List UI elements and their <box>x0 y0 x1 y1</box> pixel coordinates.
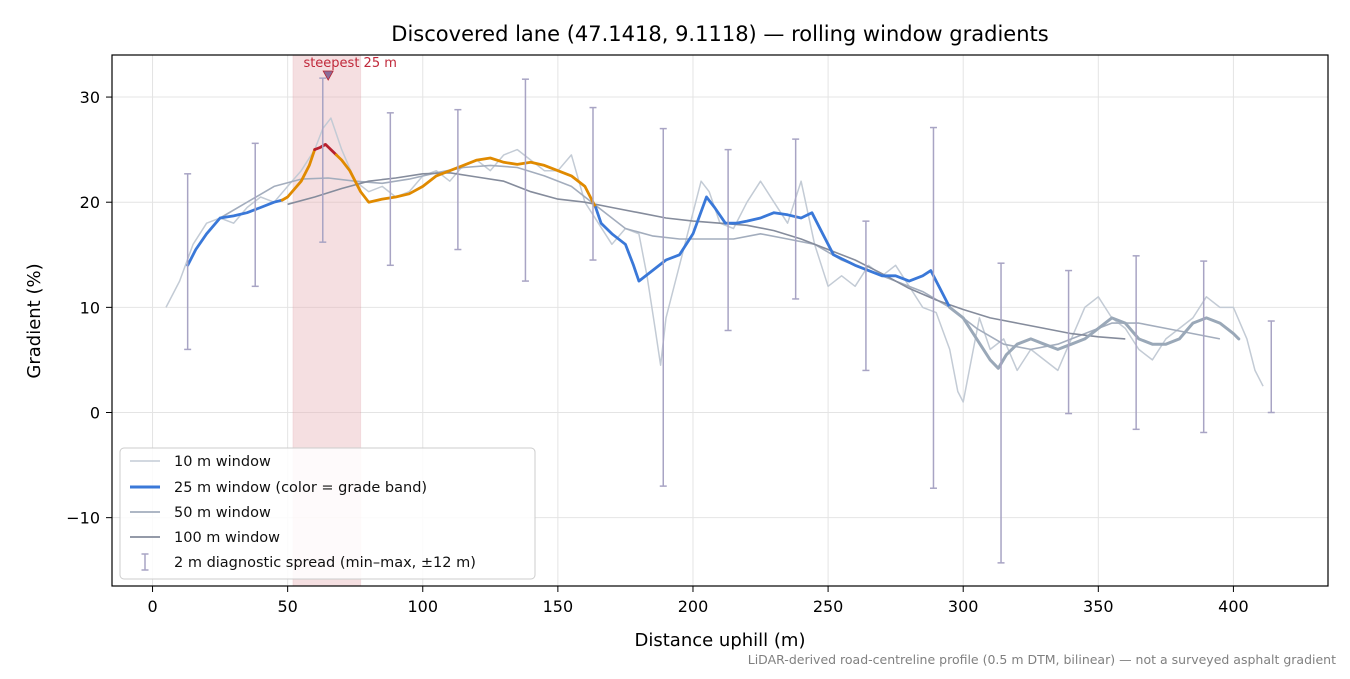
plot-frame <box>111 54 1329 587</box>
series-25m-segment-red <box>313 142 338 157</box>
series-50m-line <box>219 164 1221 351</box>
series-25m-segment-orange <box>280 148 317 202</box>
x-tick-label: 50 <box>277 597 297 616</box>
y-axis-label: Gradient (%) <box>24 263 45 378</box>
series-100m-line <box>287 172 1126 340</box>
legend-label-50m: 50 m window <box>174 505 271 521</box>
axes-layer: 0 50 100 150 200 250 300 350 400 −10 0 10 20 30 <box>66 54 1329 616</box>
footnote: LiDAR-derived road-centreline profile (0… <box>748 652 1336 667</box>
series-25m-segment-orange <box>334 153 598 209</box>
error-bar-layer <box>184 77 1275 564</box>
x-tick-label: 400 <box>1218 597 1249 616</box>
annotation-layer: steepest 25 m <box>303 56 397 81</box>
x-tick-label: 200 <box>678 597 709 616</box>
x-tick-label: 350 <box>1083 597 1114 616</box>
legend-label-100m: 100 m window <box>174 530 280 546</box>
y-tick-label: 20 <box>80 193 100 212</box>
x-axis-label: Distance uphill (m) <box>635 630 806 651</box>
series-layer <box>165 117 1264 403</box>
x-tick-label: 300 <box>948 597 979 616</box>
steepest-marker-icon <box>322 70 334 81</box>
legend: 10 m window 25 m window (color = grade ba… <box>119 447 536 580</box>
y-tick-label: −10 <box>66 509 100 528</box>
grid-layer <box>112 55 1328 586</box>
legend-box <box>119 447 536 580</box>
y-tick-label: 0 <box>90 404 100 423</box>
x-tick-label: 250 <box>813 597 844 616</box>
legend-label-errbar: 2 m diagnostic spread (min–max, ±12 m) <box>174 555 476 571</box>
series-25m-segment-blue <box>594 195 952 309</box>
steepest-label: steepest 25 m <box>303 56 396 71</box>
series-25m-segment-gray <box>948 305 1241 370</box>
chart-title: Discovered lane (47.1418, 9.1118) — roll… <box>391 22 1048 46</box>
series-25m-segment-blue <box>186 198 284 267</box>
x-tick-label: 150 <box>543 597 574 616</box>
x-tick-label: 100 <box>407 597 438 616</box>
x-tick-label: 0 <box>147 597 157 616</box>
legend-label-25m: 25 m window (color = grade band) <box>174 480 427 496</box>
legend-label-10m: 10 m window <box>174 454 271 470</box>
y-tick-label: 30 <box>80 88 100 107</box>
y-tick-label: 10 <box>80 298 100 317</box>
